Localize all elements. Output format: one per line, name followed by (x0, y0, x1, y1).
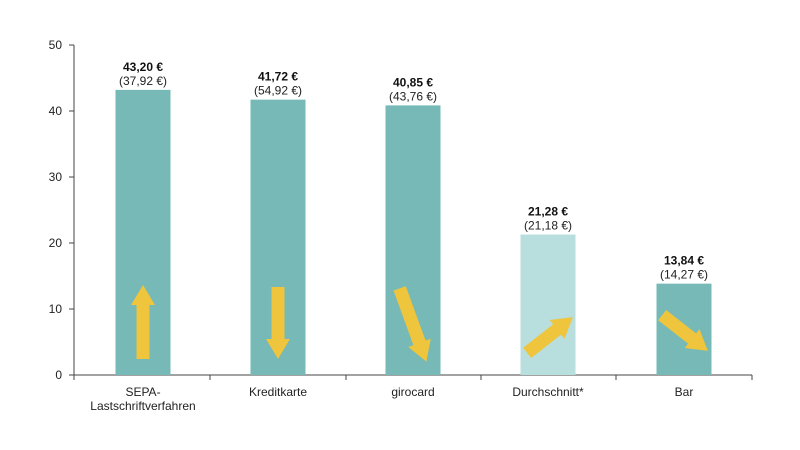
y-tick-label: 40 (49, 104, 63, 118)
y-tick-label: 30 (49, 170, 63, 184)
bar-value-label: 21,28 € (528, 205, 568, 219)
trend-arrow-icon (393, 286, 431, 362)
bar-value-label: 43,20 € (123, 60, 163, 74)
bar-previous-label: (21,18 €) (524, 219, 572, 233)
category-label: Bar (675, 385, 694, 399)
category-label: Kreditkarte (249, 385, 307, 399)
axes: 0 10 20 30 40 50 (49, 38, 753, 382)
category-label: girocard (391, 385, 434, 399)
bar-value-label: 41,72 € (258, 70, 298, 84)
trend-arrow-icon (523, 317, 573, 358)
trend-arrow-icon (131, 285, 155, 359)
y-tick-label: 20 (49, 236, 63, 250)
labels: 43,20 €(37,92 €) SEPA-Lastschriftverfahre… (90, 60, 708, 413)
trend-arrow-icon (266, 287, 290, 359)
bar-previous-label: (54,92 €) (254, 84, 302, 98)
y-tick-label: 10 (49, 302, 63, 316)
trend-arrow-icon (658, 310, 708, 351)
bar-value-label: 13,84 € (664, 254, 704, 268)
category-label: SEPA-Lastschriftverfahren (90, 385, 195, 413)
category-label: Durchschnitt* (512, 385, 584, 399)
trend-arrows (131, 285, 708, 362)
y-tick-label: 0 (55, 368, 62, 382)
bar-value-label: 40,85 € (393, 75, 433, 89)
bar-previous-label: (43,76 €) (389, 89, 437, 103)
y-tick-label: 50 (49, 38, 63, 52)
bar-previous-label: (14,27 €) (660, 268, 708, 282)
bar-previous-label: (37,92 €) (119, 74, 167, 88)
